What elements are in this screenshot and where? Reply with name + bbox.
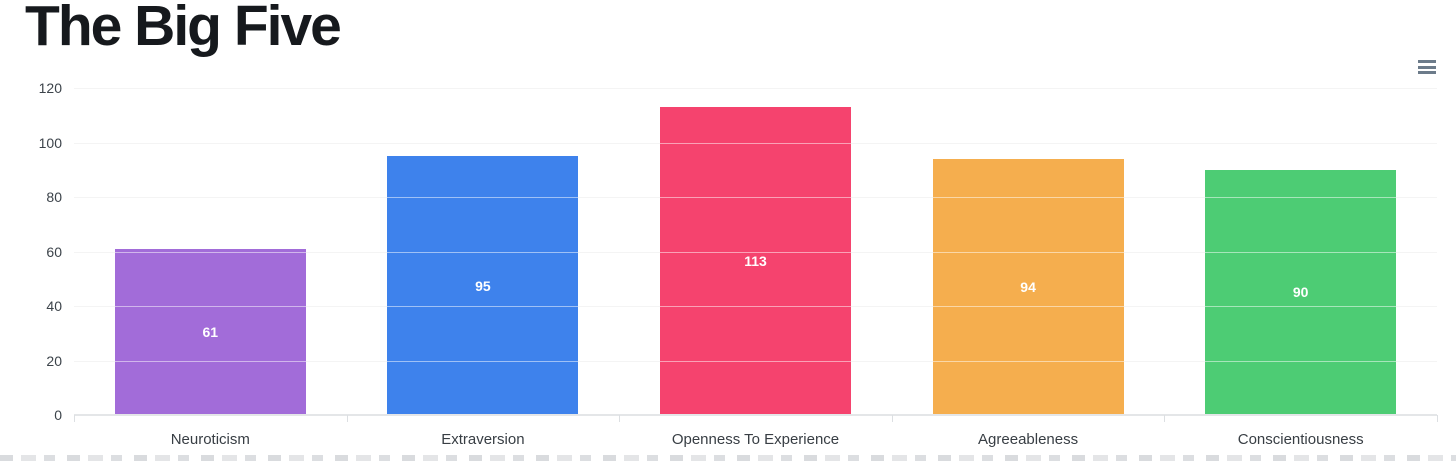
y-axis-tick-label: 100 <box>38 134 62 151</box>
x-axis-label-extraversion: Extraversion <box>441 431 525 448</box>
x-axis-tick-mark <box>1437 415 1438 422</box>
hamburger-menu-icon <box>1418 60 1436 74</box>
bar-value-label: 90 <box>1292 284 1309 301</box>
x-axis-label-agreeableness: Agreeableness <box>978 431 1079 448</box>
bar-value-label: 95 <box>475 277 491 294</box>
menu-button[interactable] <box>1414 55 1440 79</box>
x-axis-label-openness-to-experience: Openness To Experience <box>671 431 840 448</box>
x-axis-label-conscientiousness: Conscientiousness <box>1237 431 1364 448</box>
bar-openness-to-experience[interactable]: 113 <box>660 107 851 415</box>
bar-value-label: 94 <box>1020 278 1036 295</box>
y-axis-tick-label: 60 <box>46 243 62 260</box>
y-axis-tick-label: 20 <box>46 352 62 369</box>
y-axis-tick-label: 0 <box>54 407 62 423</box>
gridline-overlay <box>74 251 1437 253</box>
y-axis-tick-label: 120 <box>38 80 62 96</box>
page-title: The Big Five <box>25 0 342 58</box>
bar-conscientiousness[interactable]: 90 <box>1205 169 1397 415</box>
bar-extraversion[interactable]: 95 <box>387 156 579 415</box>
x-axis-label-neuroticism: Neuroticism <box>170 431 250 448</box>
bar-value-label: 61 <box>202 323 219 340</box>
bar-neuroticism[interactable]: 61 <box>114 248 306 415</box>
gridline-overlay <box>74 197 1437 198</box>
x-axis-tick-mark <box>891 415 893 422</box>
x-axis-tick-mark <box>1164 415 1166 422</box>
gridline-overlay <box>74 88 1437 89</box>
gridline-overlay <box>74 360 1437 362</box>
x-axis-tick-mark <box>619 415 621 422</box>
x-axis-tick-mark <box>74 415 75 422</box>
bar-agreeableness[interactable]: 94 <box>932 158 1124 415</box>
bar-value-label: 113 <box>744 253 767 270</box>
x-axis-line <box>74 414 1437 416</box>
gridline-overlay <box>74 142 1437 144</box>
y-axis-tick-label: 80 <box>46 189 62 205</box>
x-axis-tick-mark <box>346 415 348 422</box>
y-axis-tick-label: 40 <box>46 298 62 314</box>
cropped-content-edge <box>0 455 1456 461</box>
gridline-overlay <box>74 306 1437 307</box>
